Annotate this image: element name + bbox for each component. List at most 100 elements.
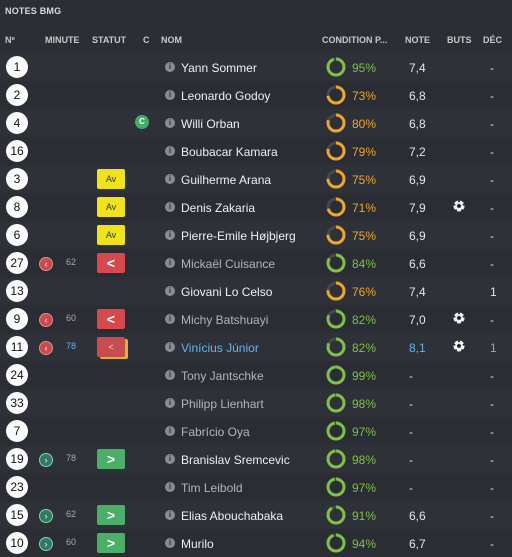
rating-value: -: [409, 397, 413, 411]
column-goals[interactable]: BUTS: [447, 35, 472, 45]
decision-value: -: [490, 173, 494, 187]
player-row[interactable]: 24 i Tony Jantschke 99% - -: [0, 361, 512, 389]
player-name[interactable]: Murilo: [181, 537, 214, 551]
panel-title: NOTES BMG: [5, 6, 62, 16]
condition-ring-icon: [326, 393, 346, 413]
rating-value: 7,9: [409, 201, 426, 215]
info-icon[interactable]: i: [165, 202, 175, 212]
info-icon[interactable]: i: [165, 286, 175, 296]
player-row[interactable]: 23 i Tim Leibold 97% - -: [0, 473, 512, 501]
player-name[interactable]: Branislav Sremcevic: [181, 453, 290, 467]
condition-value: 75%: [352, 173, 377, 187]
player-name[interactable]: Vinícius Júnior: [181, 341, 259, 355]
player-row[interactable]: 16 i Boubacar Kamara 79% 7,2 -: [0, 137, 512, 165]
info-icon[interactable]: i: [165, 146, 175, 156]
shirt-number: 2: [6, 84, 28, 106]
player-name[interactable]: Giovani Lo Celso: [181, 285, 273, 299]
decision-value: 1: [490, 285, 497, 299]
column-condition[interactable]: CONDITION P...: [322, 35, 388, 45]
column-number[interactable]: Nº: [5, 35, 15, 45]
decision-value: -: [490, 145, 494, 159]
info-icon[interactable]: i: [165, 314, 175, 324]
player-name[interactable]: Yann Sommer: [181, 61, 257, 75]
info-icon[interactable]: i: [165, 118, 175, 128]
yellow-card-badge[interactable]: Av: [97, 225, 125, 245]
sub-minute: 78: [66, 453, 77, 463]
column-status[interactable]: STATUT: [92, 35, 127, 45]
sub-in-badge[interactable]: >: [97, 533, 125, 553]
info-icon[interactable]: i: [165, 538, 175, 548]
player-name[interactable]: Tony Jantschke: [181, 369, 264, 383]
condition-ring-icon: [326, 477, 346, 497]
player-row[interactable]: 3 Av i Guilherme Arana 75% 6,9 -: [0, 165, 512, 193]
condition-ring-icon: [326, 197, 346, 217]
info-icon[interactable]: i: [165, 398, 175, 408]
column-name[interactable]: NOM: [161, 35, 182, 45]
player-name[interactable]: Pierre-Emile Højbjerg: [181, 229, 296, 243]
rating-value: 8,1: [409, 341, 426, 355]
info-icon[interactable]: i: [165, 426, 175, 436]
player-row[interactable]: 7 i Fabrício Oya 97% - -: [0, 417, 512, 445]
info-icon[interactable]: i: [165, 174, 175, 184]
player-row[interactable]: 15 › 62 > i Elias Abouchabaka 91% 6,6 -: [0, 501, 512, 529]
shirt-number: 3: [6, 168, 28, 190]
column-captain[interactable]: C: [143, 35, 150, 45]
player-row[interactable]: 8 Av i Denis Zakaria 71% 7,9 -: [0, 193, 512, 221]
player-row[interactable]: 27 ‹ 62 < i Mickaël Cuisance 84% 6,6 -: [0, 249, 512, 277]
player-name[interactable]: Willi Orban: [181, 117, 240, 131]
player-row[interactable]: 19 › 78 > i Branislav Sremcevic 98% - -: [0, 445, 512, 473]
info-icon[interactable]: i: [165, 342, 175, 352]
player-name[interactable]: Michy Batshuayi: [181, 313, 269, 327]
sub-in-badge[interactable]: >: [97, 505, 125, 525]
player-row[interactable]: 6 Av i Pierre-Emile Højbjerg 75% 6,9 -: [0, 221, 512, 249]
player-name[interactable]: Boubacar Kamara: [181, 145, 278, 159]
sub-out-icon: ‹: [39, 313, 53, 327]
goal-ball-icon: [453, 200, 465, 212]
rating-value: 7,0: [409, 313, 426, 327]
decision-value: -: [490, 89, 494, 103]
player-name[interactable]: Philipp Lienhart: [181, 397, 264, 411]
player-name[interactable]: Elias Abouchabaka: [181, 509, 284, 523]
shirt-number: 4: [6, 112, 28, 134]
goal-ball-icon: [453, 312, 465, 324]
shirt-number: 13: [6, 280, 28, 302]
info-icon[interactable]: i: [165, 482, 175, 492]
player-row[interactable]: 13 i Giovani Lo Celso 76% 7,4 1: [0, 277, 512, 305]
info-icon[interactable]: i: [165, 62, 175, 72]
rating-value: 6,6: [409, 509, 426, 523]
player-name[interactable]: Tim Leibold: [181, 481, 243, 495]
sub-in-badge[interactable]: >: [97, 449, 125, 469]
player-name[interactable]: Denis Zakaria: [181, 201, 256, 215]
info-icon[interactable]: i: [165, 370, 175, 380]
condition-ring-icon: [326, 225, 346, 245]
player-row[interactable]: 11 ‹ 78 < i Vinícius Júnior 82% 8,1 1: [0, 333, 512, 361]
info-icon[interactable]: i: [165, 510, 175, 520]
column-minute[interactable]: MINUTE: [45, 35, 80, 45]
shirt-number: 7: [6, 420, 28, 442]
info-icon[interactable]: i: [165, 230, 175, 240]
player-row[interactable]: 33 i Philipp Lienhart 98% - -: [0, 389, 512, 417]
player-name[interactable]: Guilherme Arana: [181, 173, 272, 187]
sub-out-badge[interactable]: <: [97, 337, 125, 357]
player-name[interactable]: Fabrício Oya: [181, 425, 250, 439]
info-icon[interactable]: i: [165, 258, 175, 268]
info-icon[interactable]: i: [165, 454, 175, 464]
yellow-card-badge[interactable]: Av: [97, 197, 125, 217]
player-row[interactable]: 9 ‹ 60 < i Michy Batshuayi 82% 7,0 -: [0, 305, 512, 333]
sub-out-badge[interactable]: <: [97, 309, 125, 329]
sub-out-badge[interactable]: <: [97, 253, 125, 273]
yellow-card-badge[interactable]: Av: [97, 169, 125, 189]
player-row[interactable]: 1 i Yann Sommer 95% 7,4 -: [0, 53, 512, 81]
condition-value: 97%: [352, 481, 377, 495]
player-name[interactable]: Mickaël Cuisance: [181, 257, 276, 271]
player-name[interactable]: Leonardo Godoy: [181, 89, 271, 103]
column-rating[interactable]: NOTE: [405, 35, 431, 45]
column-decision[interactable]: DÉC: [483, 35, 503, 45]
player-row[interactable]: 10 › 60 > i Murilo 94% 6,7 -: [0, 529, 512, 557]
player-row[interactable]: 2 i Leonardo Godoy 73% 6,8 -: [0, 81, 512, 109]
info-icon[interactable]: i: [165, 90, 175, 100]
condition-ring-icon: [326, 113, 346, 133]
player-list: 1 i Yann Sommer 95% 7,4 - 2 i Leonardo Godoy 73% 6…: [0, 53, 512, 557]
condition-ring-icon: [326, 309, 346, 329]
